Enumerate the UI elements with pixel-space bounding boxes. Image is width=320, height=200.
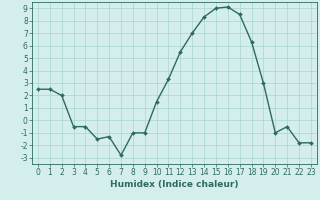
X-axis label: Humidex (Indice chaleur): Humidex (Indice chaleur) [110,180,239,189]
